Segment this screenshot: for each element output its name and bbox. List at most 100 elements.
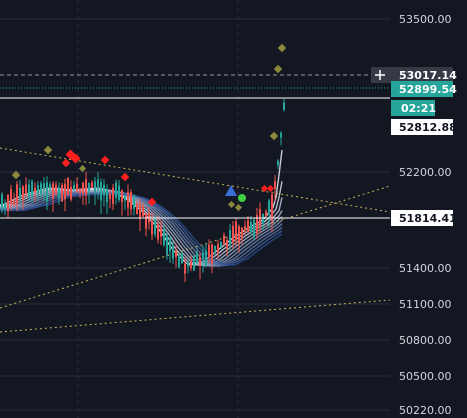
olive-diamond-marker [43,145,53,155]
candle-body [58,187,60,199]
candle-body [112,187,114,204]
candle-body [199,257,201,266]
candle-body [178,256,180,268]
signal-markers [11,43,287,212]
candle-body [187,261,189,267]
olive-diamond-marker [277,43,287,53]
crosshair-plus-icon[interactable] [375,70,385,80]
candle-body [121,189,123,203]
price-tick-label: 50800.00 [399,334,452,347]
candle-body [232,226,234,243]
horizontal-line-price-label: 52812.88 [399,121,457,134]
candle-body [274,181,276,190]
candle-body [226,239,228,249]
candle-body [31,181,33,196]
red-diamond-marker [100,155,110,165]
candle-body [49,184,51,189]
red-diamond-marker [61,158,71,168]
price-tick-label: 53500.00 [399,13,452,26]
candle-body [154,217,156,235]
candle-body [211,244,213,264]
last-price-label: 52899.54 [399,83,457,96]
candle-body [37,185,39,195]
price-axis[interactable]: 53500.00 52200.00 51400.00 51100.00 5080… [399,13,452,417]
candle-body [139,202,141,219]
crosshair-tag-bg [371,67,453,83]
candle-body [85,179,87,196]
red-diamond-marker [70,153,81,164]
candle-body [10,189,12,204]
candle-body [217,244,219,253]
candle-body [130,192,132,210]
trendline-lower[interactable] [0,299,391,333]
candle-body [214,246,216,251]
candle-body [241,227,243,239]
olive-diamond-marker [227,200,236,209]
candle-body [88,183,90,192]
candle-body [124,196,126,201]
candle-body [151,220,153,235]
crosshair-price-tag[interactable]: 53017.14 [371,67,457,83]
grid [0,0,390,418]
candle-body [271,194,273,221]
candle-body [163,229,165,246]
candlesticks [1,98,285,283]
horizontal-line-price-label: 51814.41 [399,212,457,225]
candle-body [223,235,225,245]
candle-body [127,191,129,208]
green-circle-marker [238,194,246,202]
candle-body [82,182,84,194]
price-tick-label: 50500.00 [399,370,452,383]
candle-body [235,221,237,240]
candle-body [79,188,81,193]
candle-body [28,184,30,196]
candle-body [4,204,6,210]
candle-body [277,160,279,165]
candle-body [73,185,75,190]
last-price-tag: 52899.54 [391,81,457,97]
red-diamond-marker [147,197,157,207]
candle-body [136,203,138,215]
red-diamond-marker [266,184,275,193]
candle-body [253,219,255,237]
candle-body [55,184,57,195]
candle-body [118,185,120,200]
candle-body [193,256,195,271]
candle-body [34,187,36,193]
price-tick-label: 51100.00 [399,298,452,311]
candle-body [262,214,264,224]
candle-body [145,213,147,229]
trendline-descending[interactable] [0,147,391,213]
olive-diamond-marker [273,64,283,74]
candle-body [208,244,210,259]
red-diamond-marker [120,172,130,182]
horizontal-line-tag-upper[interactable]: 52812.88 [391,119,457,135]
candle-body [67,177,69,196]
candle-body [109,193,111,200]
candle-body [64,183,66,200]
candle-body [76,183,78,192]
candle-body [196,252,198,264]
candle-body [247,220,249,233]
candle-countdown-label: 02:21 [401,102,436,115]
trendlines[interactable] [0,147,391,333]
candle-body [7,194,9,212]
candle-body [283,102,285,111]
candle-body [265,211,267,217]
candle-body [91,182,93,188]
candle-body [166,235,168,255]
candle-body [205,250,207,267]
horizontal-line-tag-lower[interactable]: 51814.41 [391,210,457,226]
candle-body [43,183,45,190]
trendline-ascending[interactable] [0,185,391,309]
candle-body [172,246,174,259]
candle-body [70,187,72,200]
price-tick-label: 52200.00 [399,166,452,179]
candle-body [40,183,42,195]
candle-body [181,253,183,264]
candle-body [160,227,162,237]
candle-body [259,208,261,226]
candle-body [169,238,171,252]
